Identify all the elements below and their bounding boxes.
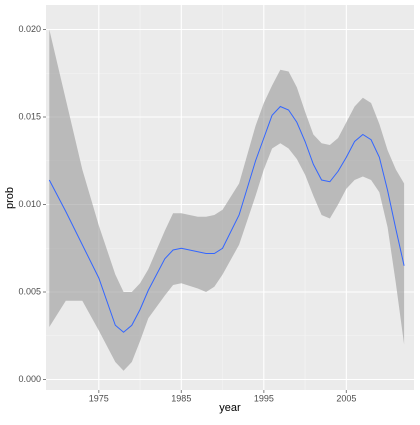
y-tick-label: 0.015 xyxy=(18,111,41,121)
x-tick-label: 2005 xyxy=(336,393,356,403)
x-axis-label: year xyxy=(219,402,241,414)
y-tick-label: 0.020 xyxy=(18,24,41,34)
confidence-band xyxy=(49,29,405,371)
y-tick-label: 0.010 xyxy=(18,199,41,209)
x-tick-label: 1995 xyxy=(254,393,274,403)
y-tick-label: 0.005 xyxy=(18,286,41,296)
y-tick-label: 0.000 xyxy=(18,374,41,384)
y-axis-label: prob xyxy=(4,187,16,209)
trend-line xyxy=(48,105,405,333)
x-tick-label: 1975 xyxy=(89,393,109,403)
x-tick-label: 1985 xyxy=(171,393,191,403)
